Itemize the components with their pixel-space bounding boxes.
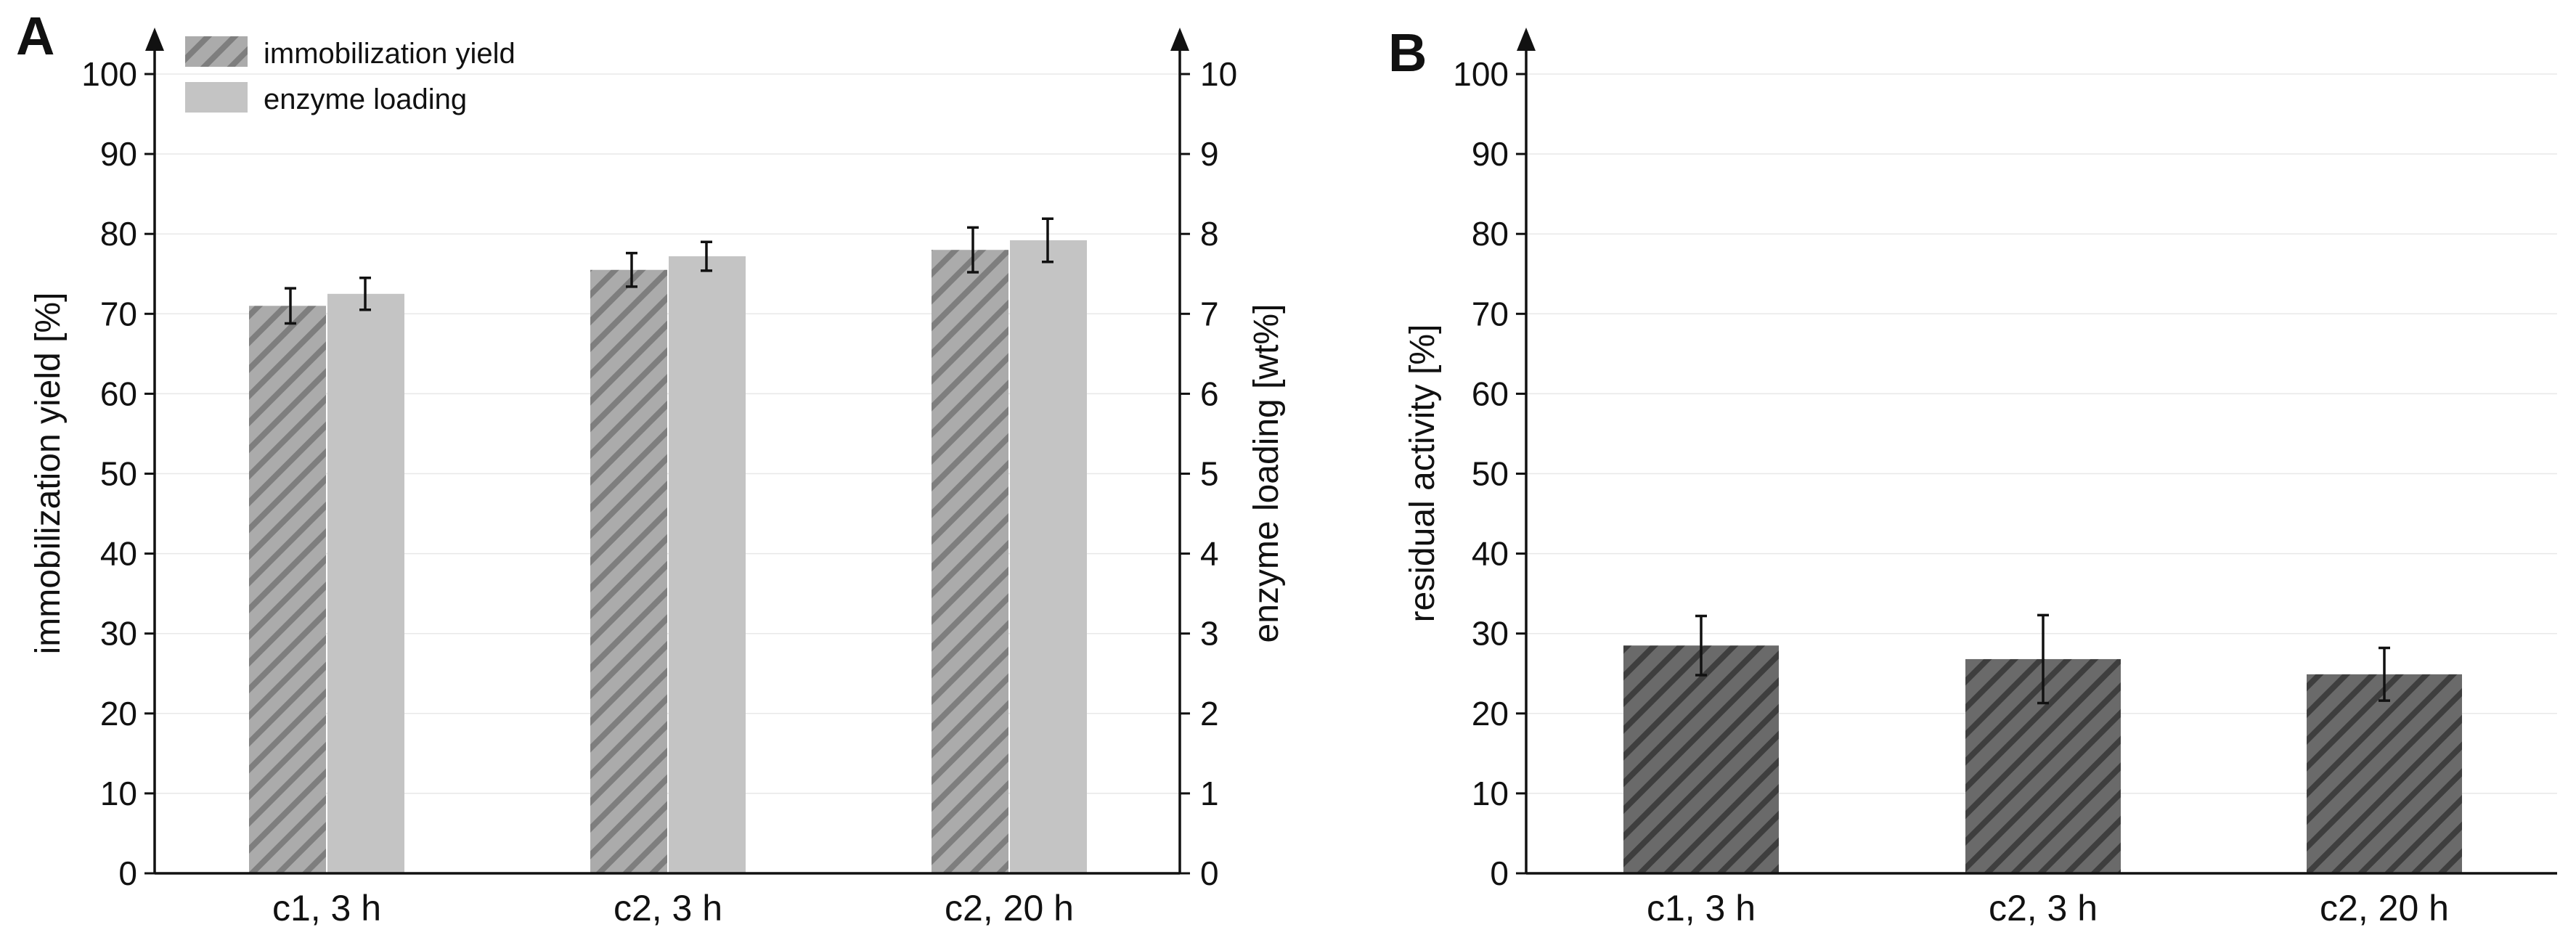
- y-tick-label-left: 70: [1472, 295, 1509, 332]
- legend-label-immobilization-yield: immobilization yield: [264, 38, 515, 70]
- y-tick-label-left: 10: [100, 775, 137, 812]
- y-tick-label-left: 30: [1472, 615, 1509, 653]
- y-tick-label-left: 80: [100, 215, 137, 253]
- panel-a-chart: c1, 3 h c2, 3 h c2, 20 h010203040506070809…: [16, 6, 1286, 928]
- y-tick-label-left: 100: [81, 55, 137, 93]
- y-tick-label-left: 50: [100, 455, 137, 493]
- error-bar: [2037, 613, 2049, 705]
- error-bar: [359, 277, 371, 311]
- y-tick-label-left: 40: [100, 535, 137, 573]
- bar-residual-activity: [1623, 645, 1779, 873]
- y-tick-label-left: 10: [1472, 775, 1509, 812]
- panel-b-chart: c1, 3 h c2, 3 h c2, 20 h 0 10 20 30 40 50 60 70 80 9…: [1388, 23, 2557, 928]
- error-bar: [967, 226, 979, 274]
- y-tick-label-right: 0: [1200, 854, 1219, 892]
- legend-swatch-immobilization-yield: [185, 36, 248, 67]
- bar-immobilization-yield: [590, 269, 667, 873]
- error-bar: [285, 287, 296, 325]
- x-tick-label: c2, 3 h: [614, 888, 722, 928]
- bar-residual-activity: [2307, 674, 2462, 873]
- y-axis-left-arrow: [1517, 28, 1536, 51]
- x-tick-label: c2, 20 h: [945, 888, 1074, 928]
- y-axis-left-title: immobilization yield [%]: [29, 293, 68, 655]
- error-bar: [1695, 614, 1707, 677]
- legend-swatch-enzyme-loading: [185, 82, 248, 113]
- y-tick-label-left: 40: [1472, 535, 1509, 573]
- y-tick-label-left: 90: [100, 135, 137, 173]
- x-tick-label: c2, 20 h: [2320, 888, 2449, 928]
- y-tick-label-left: 30: [100, 615, 137, 653]
- y-tick-label-left: 20: [100, 695, 137, 732]
- bar-enzyme-loading: [669, 256, 746, 873]
- y-tick-label-left: 50: [1472, 455, 1509, 493]
- y-tick-label-right: 9: [1200, 135, 1219, 173]
- y-tick-label-left: 0: [118, 854, 137, 892]
- error-bar: [626, 251, 637, 288]
- y-tick-label-left: 20: [1472, 695, 1509, 732]
- y-tick-label-right: 7: [1200, 295, 1219, 332]
- y-tick-label-right: 10: [1200, 55, 1237, 93]
- y-axis-left-arrow: [145, 28, 164, 51]
- x-tick-label: c2, 3 h: [1989, 888, 2098, 928]
- y-tick-label-left: 0: [1490, 854, 1509, 892]
- bar-enzyme-loading: [327, 293, 404, 873]
- y-tick-label-left: 80: [1472, 215, 1509, 253]
- y-tick-label-left: 60: [100, 375, 137, 412]
- legend-label-enzyme-loading: enzyme loading: [264, 83, 467, 115]
- y-tick-label-right: 8: [1200, 215, 1219, 253]
- error-bar: [2379, 646, 2390, 702]
- y-tick-label-right: 4: [1200, 535, 1219, 573]
- x-tick-label: c1, 3 h: [272, 888, 381, 928]
- y-axis-right-title: enzyme loading [wt%]: [1247, 304, 1286, 643]
- y-tick-label-right: 2: [1200, 695, 1219, 732]
- y-tick-label-right: 3: [1200, 615, 1219, 653]
- x-tick-label: c1, 3 h: [1647, 888, 1756, 928]
- y-axis-left-title: residual activity [%]: [1403, 324, 1442, 623]
- error-bar: [1042, 217, 1053, 264]
- y-tick-label-right: 1: [1200, 775, 1219, 812]
- bar-immobilization-yield: [932, 250, 1008, 874]
- y-axis-right-arrow: [1170, 28, 1189, 51]
- y-tick-label-left: 70: [100, 295, 137, 332]
- y-tick-label-left: 100: [1453, 55, 1509, 93]
- y-tick-label-right: 5: [1200, 455, 1219, 493]
- panel-label: B: [1388, 23, 1427, 83]
- y-tick-label-left: 90: [1472, 135, 1509, 173]
- error-bar: [701, 240, 712, 272]
- y-tick-label-left: 60: [1472, 375, 1509, 412]
- y-tick-label-right: 6: [1200, 375, 1219, 412]
- panel-label: A: [16, 6, 54, 66]
- bar-immobilization-yield: [249, 306, 326, 873]
- bar-enzyme-loading: [1010, 240, 1087, 873]
